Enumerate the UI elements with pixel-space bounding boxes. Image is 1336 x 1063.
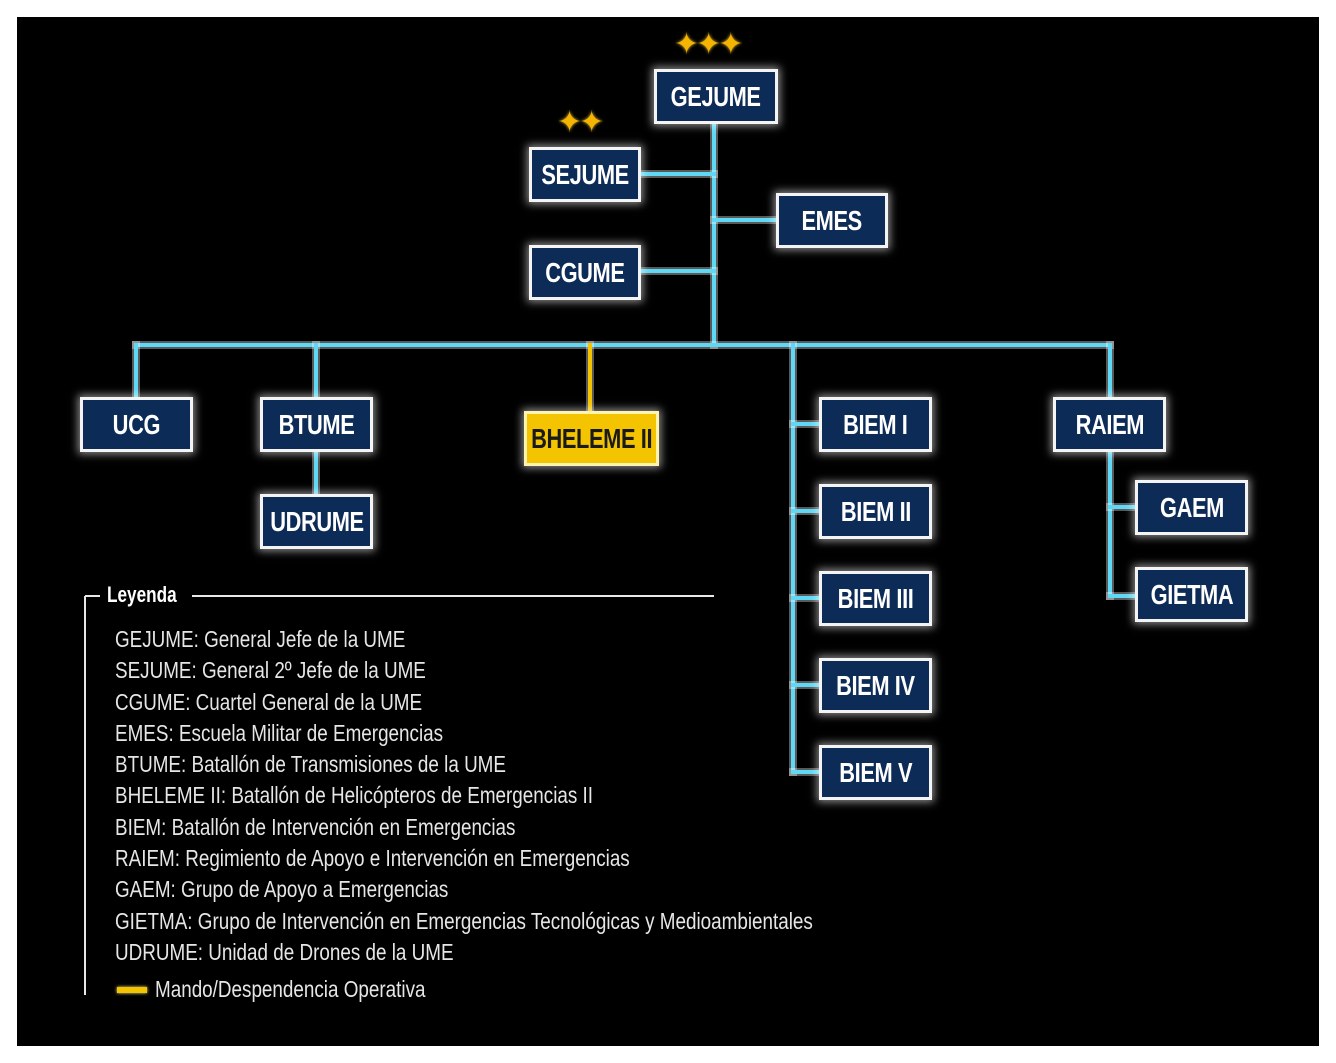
operational-swatch: [117, 986, 147, 993]
node-label: UDRUME: [269, 505, 364, 537]
legend-title: Leyenda: [107, 582, 177, 607]
star-icon: ✦: [579, 106, 604, 139]
legend-list: GEJUME: General Jefe de la UME SEJUME: Ge…: [115, 625, 813, 969]
legend-item: BIEM: Batallón de Intervención en Emerge…: [115, 813, 516, 840]
node-label: GAEM: [1159, 491, 1224, 523]
legend-item: RAIEM: Regimiento de Apoyo e Intervenció…: [115, 845, 630, 872]
node-label: BIEM I: [843, 408, 908, 440]
rank-stars: ✦✦✦: [674, 27, 743, 62]
node-biem2: BIEM II: [819, 484, 932, 539]
legend-item: CGUME: Cuartel General de la UME: [115, 688, 423, 715]
node-ucg: UCG: [80, 397, 193, 452]
node-label: EMES: [801, 204, 863, 236]
node-label: UCG: [112, 408, 161, 440]
node-biem5: BIEM V: [819, 745, 932, 800]
legend-item: GAEM: Grupo de Apoyo a Emergencias: [115, 876, 449, 903]
node-gietma: GIETMA: [1135, 567, 1248, 622]
star-icon: ✦: [674, 28, 699, 61]
star-icon: ✦: [696, 28, 721, 61]
node-label: BHELEME II: [530, 422, 653, 454]
node-emes: EMES: [776, 193, 888, 248]
legend-item: EMES: Escuela Militar de Emergencias: [115, 719, 444, 746]
node-btume: BTUME: [260, 397, 373, 452]
star-icon: ✦: [718, 28, 743, 61]
node-label: SEJUME: [541, 158, 629, 190]
rank-stars: ✦✦: [557, 105, 604, 140]
legend-operational: Mando/Despendencia Operativa: [117, 976, 485, 1003]
node-udrume: UDRUME: [260, 494, 373, 549]
node-label: BTUME: [278, 408, 355, 440]
node-label: GIETMA: [1150, 578, 1233, 610]
node-label: GEJUME: [671, 80, 761, 112]
legend-item: BTUME: Batallón de Transmisiones de la U…: [115, 751, 506, 778]
legend-item: GEJUME: General Jefe de la UME: [115, 626, 406, 652]
legend-item: UDRUME: Unidad de Drones de la UME: [115, 938, 454, 965]
node-sejume: SEJUME: [529, 147, 641, 202]
legend-item: GIETMA: Grupo de Intervención en Emergen…: [115, 907, 813, 934]
node-label: CGUME: [545, 256, 625, 288]
node-bheleme: BHELEME II: [524, 411, 659, 466]
star-icon: ✦: [557, 106, 582, 139]
legend-operational-label: Mando/Despendencia Operativa: [155, 976, 426, 1002]
node-biem1: BIEM I: [819, 397, 932, 452]
node-label: BIEM V: [839, 756, 912, 788]
node-biem4: BIEM IV: [819, 658, 932, 713]
node-biem3: BIEM III: [819, 571, 932, 626]
node-cgume: CGUME: [529, 245, 641, 300]
node-label: BIEM III: [837, 582, 914, 614]
legend-item: SEJUME: General 2º Jefe de la UME: [115, 657, 426, 684]
node-label: RAIEM: [1075, 408, 1144, 440]
org-chart-canvas: [17, 17, 1319, 1046]
node-gaem: GAEM: [1135, 480, 1248, 535]
node-gejume: GEJUME: [654, 69, 778, 124]
node-raiem: RAIEM: [1053, 397, 1166, 452]
legend-item: BHELEME II: Batallón de Helicópteros de …: [115, 782, 594, 809]
node-label: BIEM IV: [836, 669, 915, 701]
node-label: BIEM II: [840, 495, 911, 527]
